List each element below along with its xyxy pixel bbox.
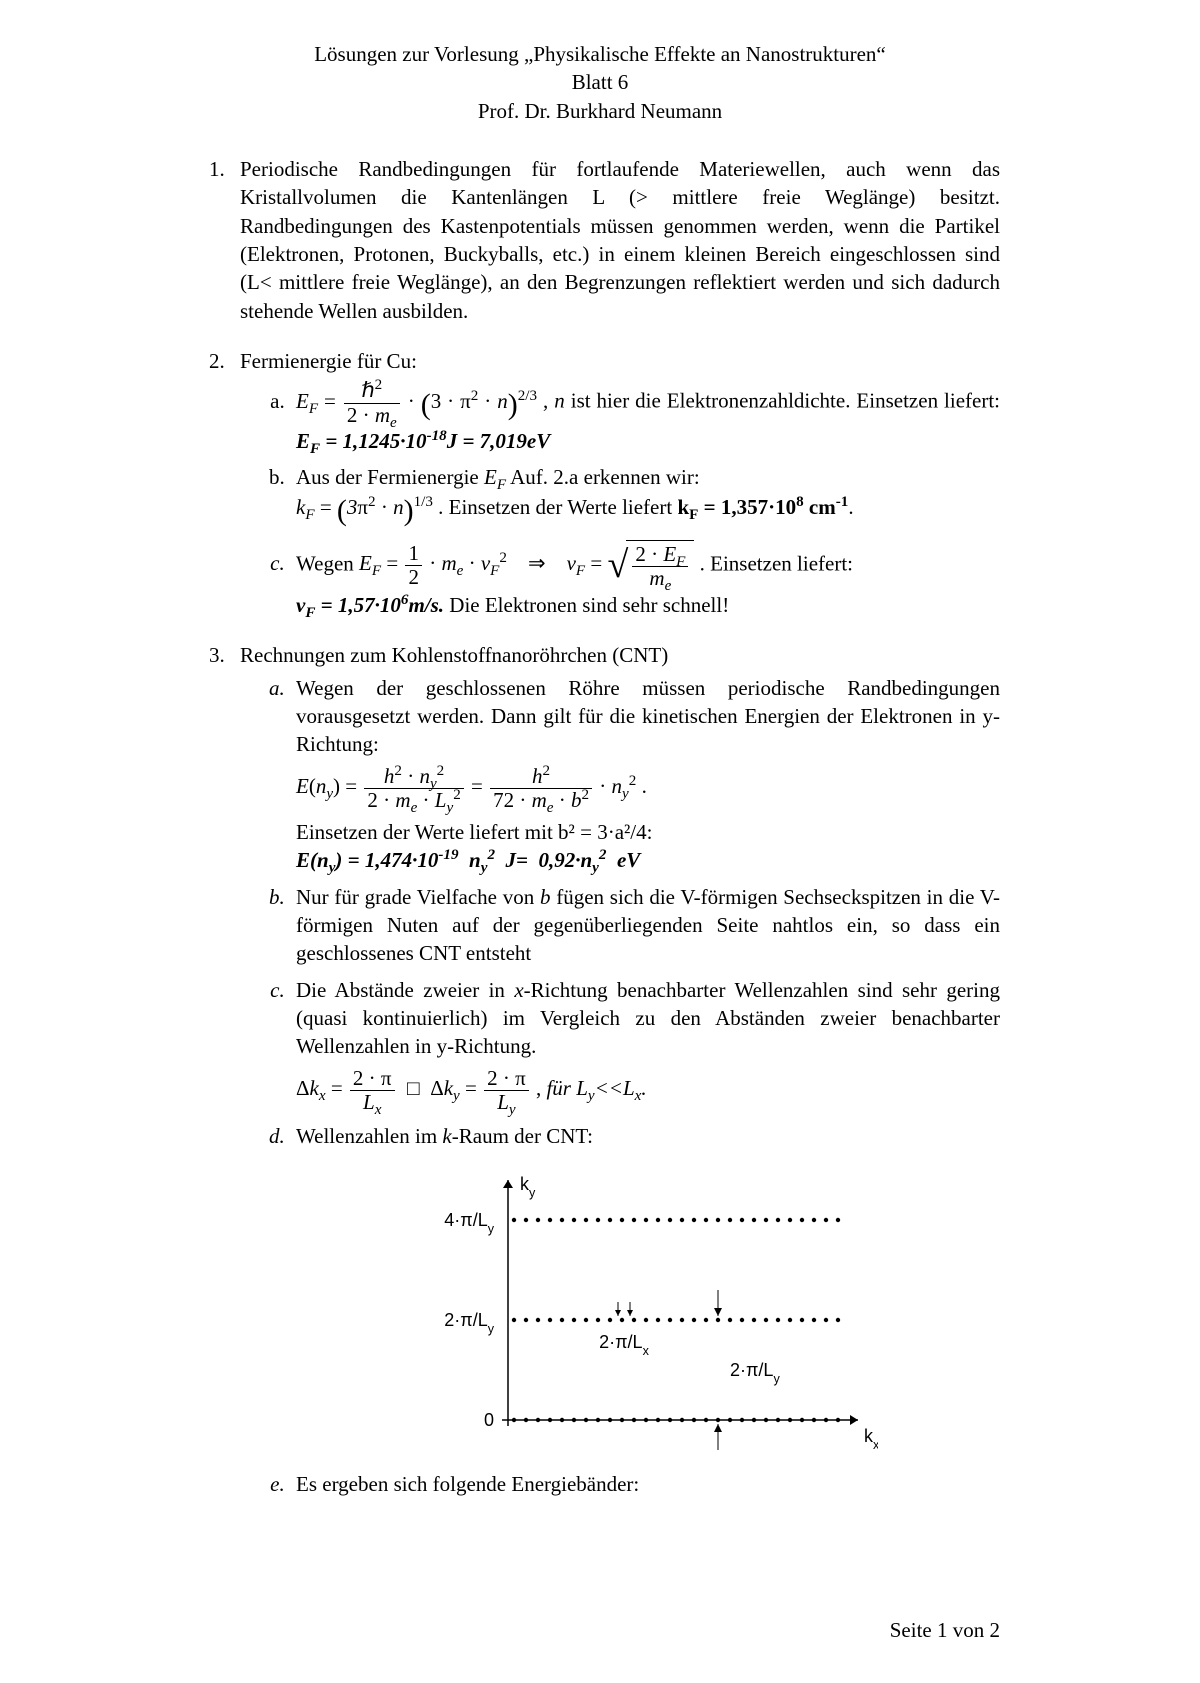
q3-intro: Rechnungen zum Kohlenstoffnanoröhrchen (… (240, 643, 668, 667)
q3e: Es ergeben sich folgende Energiebänder: (290, 1470, 1000, 1498)
q2c-formula: EF = 12 · me · vF2 ⇒ vF = √2 · EFme (359, 551, 700, 575)
q3b-t1: Nur für grade Vielfache von (296, 885, 540, 909)
page: Lösungen zur Vorlesung „Physikalische Ef… (0, 0, 1200, 1683)
svg-text:kx: kx (864, 1426, 878, 1452)
svg-text:2·π/Lx: 2·π/Lx (599, 1332, 649, 1358)
q2b-t2: Auf. 2.a erkennen wir: (506, 465, 700, 489)
q2a-formula: EF = ℏ22 · me · (3 · π2 · n)2/3 (296, 389, 543, 413)
question-3: Rechnungen zum Kohlenstoffnanoröhrchen (… (230, 641, 1000, 1498)
q3a: Wegen der geschlossenen Röhre müssen per… (290, 674, 1000, 875)
q2b-formula: kF = (3π2 · n)1/3 (296, 495, 438, 519)
q2a-mid: , n ist hier die Elektronenzahldichte. E… (543, 389, 1000, 413)
q2a-result: EF = 1,1245·10-18J = 7,019eV (296, 429, 550, 453)
svg-text:0: 0 (484, 1410, 494, 1430)
k-space-diagram: 0 2·π/Ly 4·π/Ly ky kx 2·π/Lx 2·π/Ly (418, 1160, 878, 1460)
svg-text:ky: ky (520, 1174, 536, 1200)
header-line-2: Blatt 6 (200, 68, 1000, 96)
q3a-result: E(ny) = 1,474·10-19 ny2 J= 0,92·ny2 eV (296, 848, 640, 872)
q3a-t2: Einsetzen der Werte liefert mit b² = 3·a… (296, 820, 652, 844)
q2a: EF = ℏ22 · me · (3 · π2 · n)2/3 , n ist … (290, 379, 1000, 455)
q3d-t2: -Raum der CNT: (452, 1124, 593, 1148)
q3a-formula: E(ny) = h2 · ny22 · me · Ly2 = h272 · me… (296, 765, 1000, 812)
q2c-t1: Wegen (296, 551, 359, 575)
q2-intro: Fermienergie für Cu: (240, 349, 417, 373)
q3a-t1: Wegen der geschlossenen Röhre müssen per… (296, 676, 1000, 757)
q3c: Die Abstände zweier in x-Richtung benach… (290, 976, 1000, 1114)
svg-text:2·π/Ly: 2·π/Ly (730, 1360, 780, 1386)
question-1: Periodische Randbedingungen für fortlauf… (230, 155, 1000, 325)
question-2: Fermienergie für Cu: EF = ℏ22 · me · (3 … (230, 347, 1000, 619)
q2b: Aus der Fermienergie EF Auf. 2.a erkenne… (290, 463, 1000, 532)
header-line-3: Prof. Dr. Burkhard Neumann (200, 97, 1000, 125)
svg-text:2·π/Ly: 2·π/Ly (444, 1310, 494, 1336)
q2c-result: vF = 1,57·106m/s. (296, 593, 444, 617)
q3e-t1: Es ergeben sich folgende Energiebänder: (296, 1472, 639, 1496)
q3d-t1: Wellenzahlen im (296, 1124, 442, 1148)
q2c-t2: . Einsetzen liefert: (700, 551, 853, 575)
document-body: Periodische Randbedingungen für fortlauf… (200, 155, 1000, 1499)
q3b: Nur für grade Vielfache von b fügen sich… (290, 883, 1000, 968)
document-header: Lösungen zur Vorlesung „Physikalische Ef… (200, 40, 1000, 125)
q3c-t1: Die Abstände zweier in (296, 978, 514, 1002)
page-footer: Seite 1 von 2 (890, 1618, 1000, 1643)
q1-text: Periodische Randbedingungen für fortlauf… (240, 157, 1000, 323)
q3d: Wellenzahlen im k-Raum der CNT: 02·π/Ly4… (290, 1122, 1000, 1460)
q2c-t3: Die Elektronen sind sehr schnell! (444, 593, 729, 617)
q2b-result: kF = 1,357·108 cm-1 (677, 495, 848, 519)
header-line-1: Lösungen zur Vorlesung „Physikalische Ef… (200, 40, 1000, 68)
q3c-formula: Δkx = 2 · πLx □ Δky = 2 · πLy , für Ly<<… (296, 1067, 1000, 1114)
svg-text:4·π/Ly: 4·π/Ly (444, 1210, 494, 1236)
q2c: Wegen EF = 12 · me · vF2 ⇒ vF = √2 · EFm… (290, 540, 1000, 620)
q2b-t1: Aus der Fermienergie (296, 465, 484, 489)
q2b-t3: . Einsetzen der Werte liefert (438, 495, 677, 519)
